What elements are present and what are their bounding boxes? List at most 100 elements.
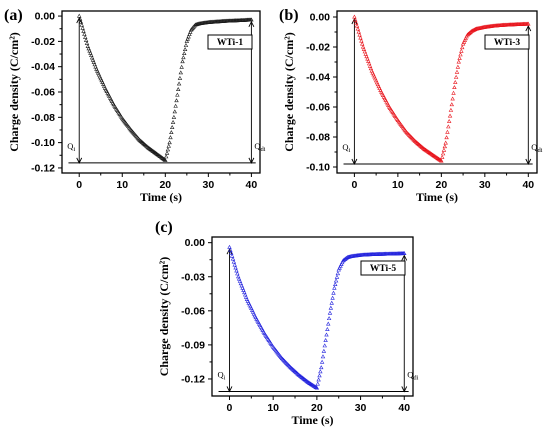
data-point <box>425 148 430 153</box>
data-point <box>90 57 96 62</box>
data-point <box>168 135 173 140</box>
data-point <box>402 251 407 255</box>
legend-label: WTi-3 <box>494 38 520 48</box>
data-point <box>241 287 246 292</box>
data-point <box>458 52 463 57</box>
data-point <box>182 51 187 56</box>
data-point <box>305 379 310 384</box>
data-point <box>421 146 427 151</box>
data-point <box>363 51 368 56</box>
y-tick-label: -0.04 <box>306 72 330 84</box>
qi-subscript: i <box>224 374 226 381</box>
data-point <box>321 348 327 353</box>
data-point <box>423 147 428 152</box>
data-point <box>88 50 93 55</box>
data-point <box>297 373 302 378</box>
data-point <box>151 149 156 153</box>
data-point <box>149 147 154 152</box>
data-point <box>443 140 448 145</box>
data-point <box>433 154 438 159</box>
data-point <box>300 375 306 380</box>
data-point <box>176 87 181 91</box>
data-point <box>434 155 440 160</box>
y-tick-label: -0.06 <box>31 87 55 99</box>
data-point <box>188 29 193 34</box>
data-point <box>176 81 182 86</box>
data-point <box>327 310 333 315</box>
x-tick-label: 10 <box>392 179 404 191</box>
data-point <box>451 90 456 95</box>
legend-box <box>360 260 406 276</box>
data-point <box>173 103 178 108</box>
data-point <box>162 157 167 162</box>
data-point <box>148 147 153 152</box>
data-point <box>418 143 423 148</box>
data-point <box>289 365 294 370</box>
data-point <box>440 151 446 156</box>
data-point <box>159 155 165 160</box>
data-point <box>450 96 455 101</box>
data-point <box>182 47 188 51</box>
data-point <box>171 114 177 119</box>
data-point <box>426 150 432 155</box>
data-point <box>309 382 314 387</box>
data-point <box>430 152 435 157</box>
data-point <box>315 381 320 386</box>
qdi-annotation: Qdi <box>531 142 542 154</box>
data-point <box>157 153 162 158</box>
data-point <box>448 107 454 112</box>
x-tick-label: 40 <box>522 179 534 191</box>
data-point <box>187 32 192 37</box>
data-point <box>324 332 329 337</box>
data-point <box>333 282 338 286</box>
qdi-arrowhead-icon <box>525 158 532 166</box>
data-point <box>357 32 362 37</box>
x-axis-label: Time (s) <box>140 190 182 204</box>
data-point <box>354 23 360 28</box>
y-tick-label: -0.06 <box>181 305 205 317</box>
legend-box <box>484 34 530 50</box>
data-point <box>299 375 305 380</box>
data-point <box>298 373 303 378</box>
data-point <box>419 144 424 149</box>
data-point <box>439 158 444 163</box>
data-point <box>181 55 186 60</box>
data-point <box>302 377 307 382</box>
data-point <box>339 260 345 265</box>
data-point <box>426 149 431 154</box>
data-point <box>329 300 334 305</box>
data-point <box>155 152 160 157</box>
x-axis-label: Time (s) <box>291 413 333 427</box>
data-point <box>454 69 460 74</box>
data-point <box>233 265 238 270</box>
data-point <box>312 383 317 388</box>
data-point <box>163 157 168 162</box>
data-point <box>305 379 311 384</box>
data-point <box>238 281 244 286</box>
y-tick-label: -0.08 <box>306 132 330 144</box>
data-point <box>431 153 436 158</box>
data-point <box>414 140 420 145</box>
data-point <box>442 144 448 149</box>
data-point <box>453 74 459 79</box>
data-point <box>83 34 88 39</box>
data-point <box>240 285 245 290</box>
qi-arrowhead-icon <box>351 158 358 166</box>
qi-arrowhead-icon <box>226 386 233 393</box>
panel-label: (b) <box>279 7 299 24</box>
x-tick-label: 0 <box>227 402 233 414</box>
data-point <box>435 156 441 161</box>
data-point <box>456 59 461 64</box>
data-point <box>459 48 464 53</box>
data-point <box>235 271 240 276</box>
data-point <box>79 22 85 27</box>
data-point <box>446 124 451 129</box>
x-tick-label: 0 <box>76 179 82 191</box>
x-tick-label: 30 <box>203 179 215 191</box>
data-point <box>77 13 82 18</box>
data-point <box>141 141 146 146</box>
qdi-annotation: Qdi <box>254 141 265 153</box>
data-point <box>337 265 342 270</box>
data-point <box>313 385 319 389</box>
